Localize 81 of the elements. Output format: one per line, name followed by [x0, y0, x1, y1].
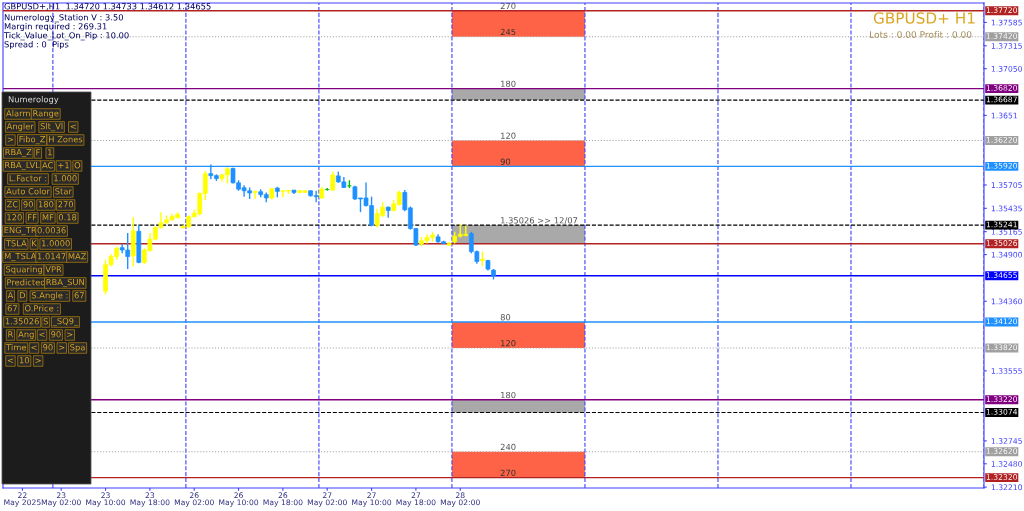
annotation: H Zones: [49, 136, 83, 143]
annotation: VPR: [45, 266, 62, 273]
annotation: M_TSLA: [4, 252, 37, 262]
band-label: 180: [501, 391, 516, 399]
annotation: Ang: [18, 331, 34, 340]
annotation: Time: [6, 343, 27, 351]
annotation: 1.0000: [42, 240, 70, 247]
text: >: [7, 137, 14, 142]
annotation: Auto Color: [6, 187, 50, 195]
text: 67: [7, 305, 17, 312]
annotation: 10: [19, 357, 30, 364]
annotation: Angler: [6, 122, 34, 132]
band-label: 80: [500, 314, 511, 321]
annotation: MF: [42, 214, 54, 221]
annotation: O: [74, 162, 81, 169]
annotation: 245: [500, 28, 516, 36]
annotation: 120: [501, 340, 516, 347]
annotation: <: [39, 332, 45, 337]
annotation: >: [59, 345, 65, 350]
annotation: 0.18: [58, 214, 77, 221]
annotation: Margin required : 269.31: [4, 23, 107, 32]
annotation: Numerology: [8, 95, 59, 105]
annotation: 1.000: [54, 175, 77, 182]
band-label: 240: [500, 443, 516, 451]
annotation: Range: [33, 110, 59, 119]
annotation: 1: [48, 149, 52, 156]
annotation: 90: [43, 344, 53, 351]
annotation: K: [32, 240, 37, 247]
annotation: 180: [38, 201, 54, 208]
annotation: S.Angle :: [31, 291, 68, 301]
text: ZC: [7, 201, 18, 208]
annotation: 90: [500, 158, 511, 165]
annotation: 67: [74, 292, 84, 299]
annotation: S: [43, 318, 48, 325]
band-label: 120: [501, 132, 516, 139]
text: A: [7, 292, 14, 299]
band-label: 1.35026 >> 12/07: [501, 217, 578, 225]
band-label: 270: [500, 2, 516, 10]
annotation: ENG_TR: [4, 226, 37, 236]
annotation: >: [35, 358, 41, 363]
annotation: RBA_SUN: [46, 278, 84, 288]
annotation: FF: [28, 214, 37, 221]
annotation: Alarm: [6, 109, 30, 117]
annotation: Fibo_Z: [19, 135, 46, 145]
annotation: Slt_Vl: [40, 122, 63, 132]
annotation: Spread : 0 Pips: [4, 41, 69, 50]
annotation: L.Factor :: [9, 175, 47, 182]
annotation: _SQ9_: [52, 317, 79, 327]
annotation: 270: [500, 469, 516, 477]
annotation: TSLA: [5, 240, 27, 247]
annotation: F: [36, 149, 40, 156]
annotation: <: [70, 124, 76, 129]
annotation: Lots : 0.00 Profit : 0.00: [870, 31, 972, 38]
chart-title: GBPUSD+,H1 1.34720 1.34733 1.34612 1.34655: [4, 3, 211, 11]
annotation: Spa: [70, 344, 85, 353]
annotation: 120: [7, 214, 22, 221]
annotation: 270: [58, 201, 74, 208]
annotation: 1.35026: [5, 318, 39, 325]
text: R: [8, 331, 14, 338]
annotation: 90: [51, 331, 61, 338]
annotation: Star: [55, 188, 72, 195]
annotation: 90: [23, 201, 33, 208]
annotation: D: [19, 292, 26, 299]
annotation: >: [67, 332, 73, 337]
annotation: <: [31, 345, 37, 350]
annotation: 0.0036: [37, 227, 66, 234]
candlestick: [330, 170, 336, 192]
annotation: RBA_LVL: [5, 161, 40, 171]
annotation: Tick_Value_Lot_On_Pip : 10.00: [3, 32, 129, 41]
text: <: [7, 358, 14, 363]
annotation: Numerology_Station V : 3.50: [4, 14, 123, 23]
annotation: +1: [58, 162, 69, 169]
annotation: MAZ: [68, 253, 87, 260]
band-label: 180: [501, 80, 516, 87]
annotation: AC: [42, 162, 53, 169]
annotation: GBPUSD+ H1: [873, 12, 975, 24]
annotation: Squaring: [6, 265, 42, 275]
annotation: O.Price :: [24, 304, 59, 312]
candlestick: [252, 190, 258, 200]
annotation: RBA_Z: [5, 148, 32, 158]
annotation: 1.0147: [37, 253, 66, 260]
